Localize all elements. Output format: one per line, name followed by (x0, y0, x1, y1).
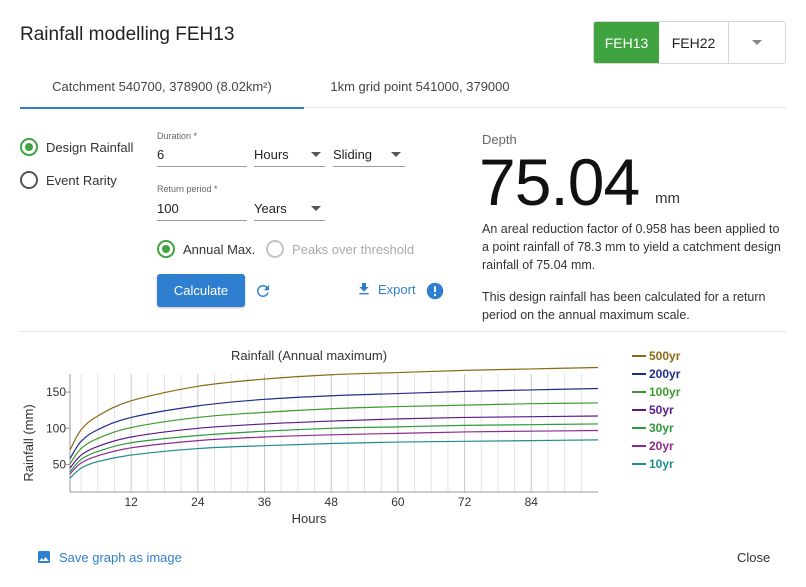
model-dropdown-button[interactable] (729, 22, 785, 63)
location-tabs: Catchment 540700, 378900 (8.02km²) 1km g… (20, 64, 786, 109)
radio-event-rarity[interactable]: Event Rarity (20, 171, 117, 189)
save-graph-label: Save graph as image (59, 549, 182, 565)
legend-label-500yr: 500yr (649, 349, 681, 363)
model-option-feh22[interactable]: FEH22 (659, 22, 729, 63)
series-line-50yr (69, 415, 599, 469)
x-tick-label: 48 (325, 495, 339, 509)
tab-catchment[interactable]: Catchment 540700, 378900 (8.02km²) (20, 64, 304, 109)
series-line-10yr (69, 439, 599, 479)
duration-value: 6 (157, 147, 165, 162)
save-graph-button[interactable]: Save graph as image (36, 549, 182, 565)
return-period-unit-select[interactable]: Years (254, 197, 325, 221)
dropdown-caret-icon (391, 152, 401, 157)
dropdown-caret-icon (311, 152, 321, 157)
radio-selected-icon (20, 138, 38, 156)
x-tick-label: 24 (191, 495, 205, 509)
refresh-icon[interactable] (254, 282, 272, 300)
radio-annual-max[interactable]: Annual Max. (157, 240, 255, 258)
section-divider (20, 331, 786, 332)
return-period-note: This design rainfall has been calculated… (482, 290, 766, 322)
series-line-500yr (69, 366, 599, 451)
x-axis-label: Hours (292, 511, 327, 526)
radio-annual-max-label: Annual Max. (183, 241, 256, 257)
dropdown-caret-icon (311, 206, 321, 211)
legend-label-200yr: 200yr (649, 367, 681, 381)
radio-disabled-icon (266, 240, 284, 258)
legend-label-30yr: 30yr (649, 421, 674, 435)
export-button[interactable]: Export (356, 281, 416, 297)
duration-input[interactable]: 6 (157, 143, 247, 167)
chevron-down-icon (752, 40, 762, 45)
radio-selected-icon (157, 240, 175, 258)
y-tick-label: 150 (46, 385, 66, 399)
legend-label-100yr: 100yr (649, 385, 681, 399)
window-select[interactable]: Sliding (333, 143, 405, 167)
radio-unselected-icon (20, 171, 38, 189)
info-icon[interactable] (426, 282, 444, 300)
tab-grid-point[interactable]: 1km grid point 541000, 379000 (330, 78, 510, 94)
series-line-20yr (69, 429, 599, 475)
radio-design-rainfall-label: Design Rainfall (46, 139, 134, 155)
y-tick-label: 100 (46, 421, 66, 435)
legend-label-20yr: 20yr (649, 439, 674, 453)
return-period-label: Return period * (157, 184, 218, 194)
chart-title: Rainfall (Annual maximum) (231, 348, 387, 363)
legend-label-50yr: 50yr (649, 403, 674, 417)
download-icon (359, 283, 369, 295)
image-icon (38, 551, 50, 563)
depth-value: 75.04 (479, 145, 640, 219)
return-period-value: 100 (157, 201, 179, 216)
radio-peaks-over-threshold: Peaks over threshold (266, 240, 414, 258)
x-tick-label: 60 (391, 495, 405, 509)
duration-unit-select[interactable]: Hours (254, 143, 325, 167)
window-value: Sliding (333, 147, 373, 162)
y-axis-label: Rainfall (mm) (21, 404, 36, 481)
radio-event-rarity-label: Event Rarity (46, 172, 117, 188)
y-tick-label: 50 (53, 457, 67, 471)
export-label: Export (378, 281, 416, 297)
x-tick-label: 12 (124, 495, 138, 509)
x-tick-label: 36 (258, 495, 272, 509)
return-period-input[interactable]: 100 (157, 197, 247, 221)
duration-label: Duration * (157, 131, 198, 141)
legend-label-10yr: 10yr (649, 457, 674, 471)
x-tick-label: 72 (458, 495, 472, 509)
depth-label: Depth (482, 132, 517, 147)
series-line-30yr (69, 423, 599, 473)
series-line-100yr (69, 402, 599, 465)
areal-reduction-note: An areal reduction factor of 0.958 has b… (482, 222, 781, 272)
duration-unit-value: Hours (254, 147, 289, 162)
x-tick-label: 84 (525, 495, 539, 509)
dialog-title: Rainfall modelling FEH13 (20, 24, 235, 45)
calculate-button[interactable]: Calculate (157, 274, 245, 307)
return-period-unit-value: Years (254, 201, 287, 216)
rainfall-chart: Rainfall (Annual maximum) Hours Rainfall… (21, 348, 681, 526)
radio-design-rainfall[interactable]: Design Rainfall (20, 138, 133, 156)
series-line-200yr (69, 387, 599, 460)
close-button[interactable]: Close (737, 550, 771, 565)
radio-peaks-over-threshold-label: Peaks over threshold (292, 241, 415, 257)
model-option-feh13[interactable]: FEH13 (594, 22, 659, 63)
depth-unit: mm (655, 190, 680, 207)
model-toggle: FEH13 FEH22 (593, 21, 786, 64)
